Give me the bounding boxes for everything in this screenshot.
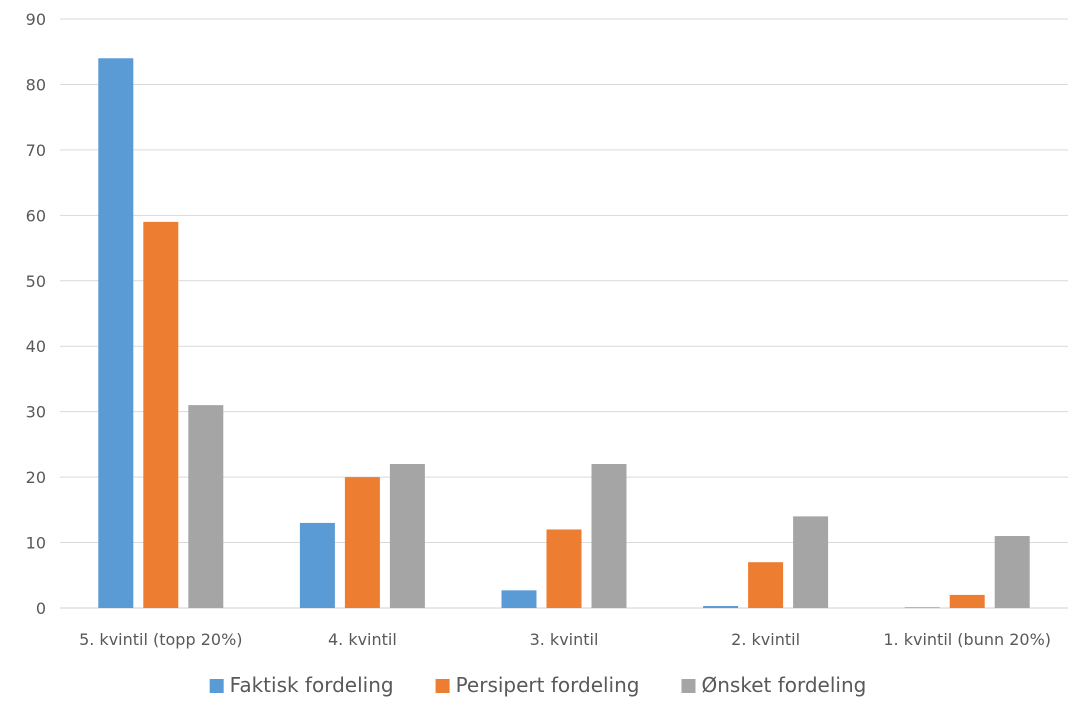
y-tick-label: 10 xyxy=(26,534,46,553)
y-tick-label: 70 xyxy=(26,141,46,160)
x-tick-label: 3. kvintil xyxy=(530,630,599,649)
bar--nsket-fordeling-4 xyxy=(793,516,829,608)
legend-label: Faktisk fordeling xyxy=(230,673,394,697)
x-tick-label: 2. kvintil xyxy=(731,630,800,649)
y-tick-label: 0 xyxy=(36,599,46,618)
legend-label: Ønsket fordeling xyxy=(701,673,866,697)
y-tick-label: 20 xyxy=(26,468,46,487)
x-tick-label: 1. kvintil (bunn 20%) xyxy=(883,630,1051,649)
legend-swatch xyxy=(209,679,224,693)
y-tick-label: 60 xyxy=(26,206,46,225)
y-tick-label: 80 xyxy=(26,75,46,94)
bar-persipert-fordeling-1 xyxy=(143,221,179,608)
y-tick-label: 40 xyxy=(26,337,46,356)
legend-label: Persipert fordeling xyxy=(456,673,640,697)
bar-persipert-fordeling-3 xyxy=(546,529,582,608)
bar-faktisk-fordeling-4 xyxy=(703,606,739,608)
bar-faktisk-fordeling-3 xyxy=(501,590,537,608)
bar-faktisk-fordeling-5 xyxy=(904,607,940,608)
bars xyxy=(98,58,1030,609)
bar--nsket-fordeling-2 xyxy=(389,464,425,608)
bar--nsket-fordeling-5 xyxy=(994,536,1030,608)
x-axis-ticks: 5. kvintil (topp 20%) 4. kvintil 3. kvinti… xyxy=(79,630,1051,649)
bar-persipert-fordeling-5 xyxy=(949,594,985,608)
x-tick-label: 5. kvintil (topp 20%) xyxy=(79,630,242,649)
bar-faktisk-fordeling-1 xyxy=(98,58,134,609)
x-tick-label: 4. kvintil xyxy=(328,630,397,649)
bar--nsket-fordeling-3 xyxy=(591,464,627,608)
y-tick-label: 50 xyxy=(26,272,46,291)
bar-persipert-fordeling-4 xyxy=(748,562,784,608)
legend-swatch xyxy=(435,679,450,693)
y-tick-label: 90 xyxy=(26,10,46,29)
grid-lines xyxy=(60,18,1068,609)
y-axis-ticks: 0 10 20 30 40 50 60 70 80 90 xyxy=(26,10,46,618)
legend: Faktisk fordeling Persipert fordeling Ønsk… xyxy=(209,673,866,697)
bar--nsket-fordeling-1 xyxy=(188,405,224,608)
bar-faktisk-fordeling-2 xyxy=(299,522,335,608)
legend-swatch xyxy=(681,679,696,693)
y-tick-label: 30 xyxy=(26,403,46,422)
bar-persipert-fordeling-2 xyxy=(344,477,380,608)
